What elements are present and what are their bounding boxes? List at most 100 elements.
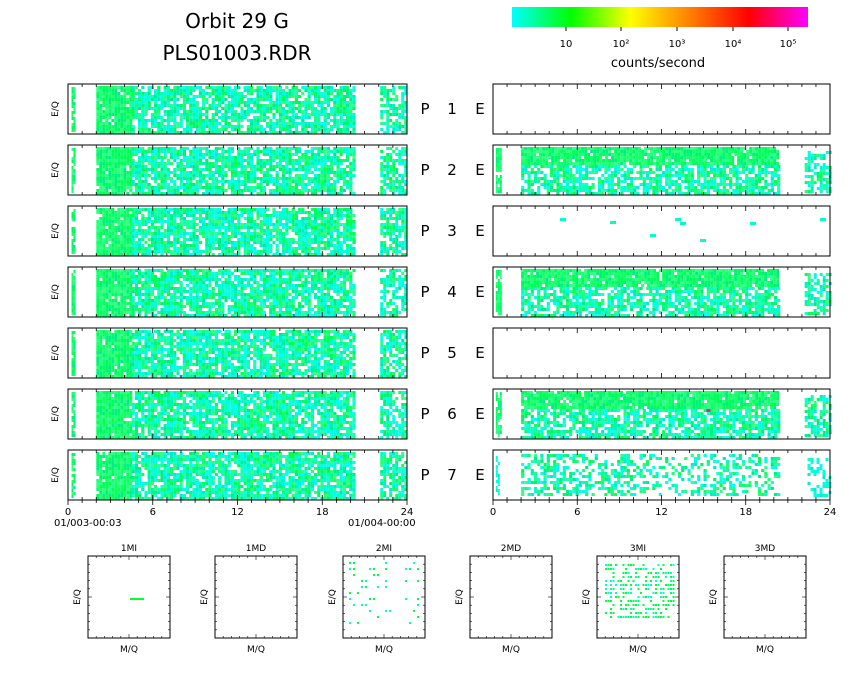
data-cell (314, 229, 318, 232)
data-cell (111, 168, 115, 171)
data-cell (111, 92, 115, 95)
data-cell (294, 287, 298, 290)
data-cell (333, 101, 337, 104)
data-cell (240, 116, 244, 119)
data-cell (395, 159, 399, 162)
data-cell (211, 150, 215, 153)
data-cell (352, 250, 356, 253)
data-cell (123, 208, 127, 211)
data-cell (285, 269, 289, 272)
data-cell (111, 281, 115, 284)
data-cell (237, 238, 241, 241)
data-cell (380, 244, 384, 247)
data-cell (126, 110, 130, 113)
data-cell (160, 247, 164, 250)
data-cell (131, 299, 135, 302)
data-cell (326, 171, 330, 174)
data-cell (105, 174, 109, 177)
data-cell (123, 220, 127, 223)
data-cell (186, 192, 190, 195)
data-cell (237, 125, 241, 128)
data-cell (237, 232, 241, 235)
data-cell (330, 192, 334, 195)
data-cell (230, 119, 234, 122)
data-cell (352, 290, 356, 293)
data-cell (144, 122, 148, 125)
data-cell (221, 119, 225, 122)
data-cell (346, 217, 350, 220)
data-cell (240, 189, 244, 192)
data-cell (160, 125, 164, 128)
data-cell (392, 269, 396, 272)
data-cell (138, 156, 142, 159)
data-cell (176, 253, 180, 256)
data-cell (304, 131, 308, 134)
data-cell (298, 308, 302, 311)
data-cell (285, 308, 289, 311)
data-cell (398, 107, 402, 110)
data-cell (307, 287, 311, 290)
data-cell (117, 235, 121, 238)
data-cell (392, 128, 396, 131)
data-cell (269, 189, 273, 192)
data-cell (304, 107, 308, 110)
data-cell (282, 168, 286, 171)
data-cell (314, 278, 318, 281)
data-cell (256, 253, 260, 256)
data-cell (96, 107, 100, 110)
data-cell (259, 168, 263, 171)
data-cell (111, 177, 115, 180)
data-cell (99, 250, 103, 253)
data-cell (246, 241, 250, 244)
data-cell (326, 278, 330, 281)
data-cell (278, 165, 282, 168)
data-cell (111, 150, 115, 153)
data-cell (120, 250, 124, 253)
data-cell (166, 171, 170, 174)
data-cell (256, 311, 260, 314)
data-cell (182, 314, 186, 317)
data-cell (195, 314, 199, 317)
data-cell (272, 86, 276, 89)
data-cell (307, 150, 311, 153)
data-cell (291, 223, 295, 226)
data-cell (346, 220, 350, 223)
data-cell (189, 269, 193, 272)
data-cell (189, 302, 193, 305)
data-cell (237, 92, 241, 95)
data-cell (266, 229, 270, 232)
data-cell (195, 311, 199, 314)
data-cell (173, 290, 177, 293)
data-cell (147, 162, 151, 165)
data-cell (401, 147, 405, 150)
data-cell (73, 251, 76, 254)
data-cell (214, 272, 218, 275)
data-cell (346, 314, 350, 317)
data-cell (205, 192, 209, 195)
data-cell (237, 171, 241, 174)
data-cell (310, 314, 314, 317)
data-cell (189, 275, 193, 278)
data-cell (240, 162, 244, 165)
data-cell (339, 272, 343, 275)
data-cell (256, 281, 260, 284)
data-cell (380, 89, 384, 92)
data-cell (227, 180, 231, 183)
data-cell (352, 147, 356, 150)
data-cell (282, 186, 286, 189)
data-cell (73, 120, 76, 123)
data-cell (208, 293, 212, 296)
data-cell (310, 308, 314, 311)
data-cell (291, 180, 295, 183)
data-cell (333, 147, 337, 150)
data-cell (389, 208, 393, 211)
data-cell (123, 189, 127, 192)
data-cell (294, 253, 298, 256)
data-cell (314, 223, 318, 226)
data-cell (214, 278, 218, 281)
data-cell (105, 192, 109, 195)
data-cell (333, 150, 337, 153)
data-cell (134, 250, 138, 253)
data-cell (262, 302, 266, 305)
data-cell (144, 156, 148, 159)
